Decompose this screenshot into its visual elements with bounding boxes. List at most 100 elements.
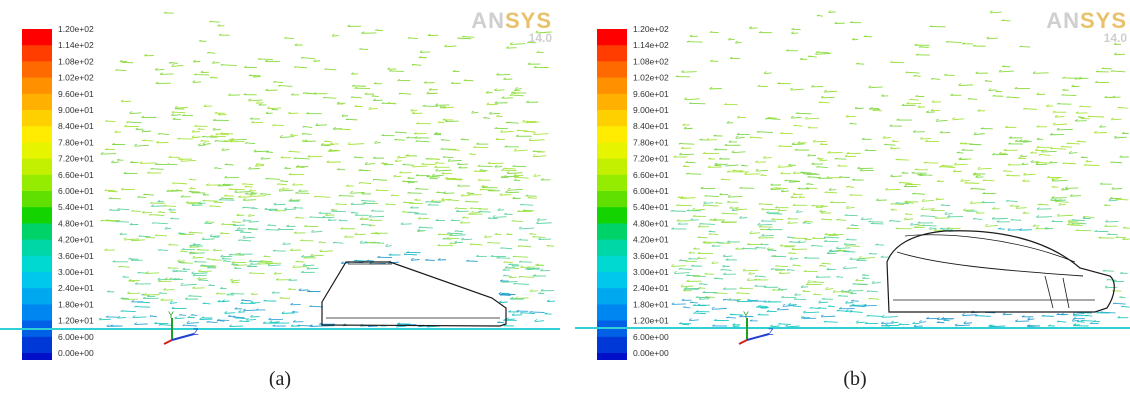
velocity-vector-head [726,316,730,319]
velocity-vector-head [1003,148,1007,151]
velocity-vector [859,257,876,259]
velocity-vector-head [898,181,902,184]
velocity-vector-head [191,203,195,206]
velocity-vector-head [1022,139,1026,142]
velocity-vector-head [821,297,825,300]
velocity-vector-head [984,79,988,82]
velocity-vector-head [843,266,846,269]
velocity-vector-head [758,305,761,307]
velocity-vector-head [975,71,979,74]
velocity-vector-head [516,309,520,312]
velocity-vector-head [707,165,711,168]
colorbar-swatch [597,304,627,322]
velocity-vector-head [1069,194,1073,197]
velocity-vector [910,223,918,226]
velocity-vector-head [732,169,736,172]
velocity-vector [1104,286,1118,289]
velocity-vector [704,195,720,197]
velocity-vector-head [692,207,696,210]
velocity-vector-head [137,196,141,199]
velocity-vector-head [131,210,135,212]
velocity-vector-head [838,175,842,178]
velocity-vector-head [139,161,143,164]
velocity-vector [735,41,742,44]
velocity-vector-head [729,56,733,59]
velocity-vector-head [202,302,206,305]
velocity-vector-head [809,306,813,309]
axis-y-label: Y [168,310,174,320]
velocity-vector [369,215,384,218]
velocity-vector-head [920,136,924,139]
velocity-vector [152,222,168,225]
velocity-vector-head [1051,220,1055,222]
velocity-vector [792,143,805,145]
velocity-vector-head [1019,139,1023,142]
velocity-vector-head [787,163,791,166]
velocity-vector-head [988,324,992,327]
velocity-vector-head [882,135,886,138]
velocity-vector-head [816,165,820,168]
velocity-vector-head [782,303,786,306]
velocity-vector-head [802,221,806,224]
velocity-vector-head [820,211,824,214]
velocity-vector-head [452,69,456,72]
velocity-vector-head [419,50,423,53]
velocity-vector-head [192,255,196,258]
velocity-vector-head [527,62,531,65]
velocity-vector [1061,94,1077,97]
velocity-vector-head [120,99,124,102]
velocity-vector-head [913,225,917,228]
velocity-vector-head [505,190,509,193]
velocity-vector-head [305,112,309,115]
velocity-vector-head [440,138,444,141]
velocity-vector [970,202,983,204]
velocity-vector-head [145,236,149,239]
velocity-vector [843,251,856,253]
velocity-vector-head [791,27,795,30]
velocity-vector [465,201,479,203]
velocity-vector-head [509,275,512,278]
velocity-vector-head [855,278,859,281]
velocity-vector [843,267,858,270]
velocity-vector [150,168,164,170]
velocity-vector-head [159,323,162,326]
velocity-vector-head [770,183,774,186]
velocity-vector-head [807,175,811,178]
velocity-vector-head [319,322,322,325]
velocity-vector-head [1057,320,1060,323]
velocity-vector-head [1068,151,1072,153]
velocity-vector-head [181,261,185,264]
velocity-vector-head [1014,139,1018,142]
velocity-vector-head [849,122,853,125]
velocity-vector-head [107,290,110,293]
velocity-vector-head [803,220,807,223]
velocity-vector [180,283,197,286]
velocity-vector-head [876,198,880,201]
velocity-vector-head [325,213,329,216]
velocity-vector-head [496,256,500,259]
velocity-vector-head [500,175,504,178]
velocity-vector-head [1049,161,1053,163]
velocity-vector-head [189,244,193,247]
velocity-vector-head [503,175,507,178]
velocity-vector-head [713,277,717,280]
velocity-vector [741,247,758,250]
velocity-vector-head [402,180,406,183]
velocity-vector [514,149,528,152]
velocity-vector [248,214,255,217]
velocity-vector-head [477,164,481,167]
velocity-vector-head [406,154,410,157]
velocity-vector-head [238,252,241,255]
velocity-vector [1023,108,1038,110]
velocity-vector-head [1073,317,1077,320]
velocity-vector-head [336,101,340,104]
velocity-vector [952,118,965,121]
velocity-vector-head [182,114,185,117]
velocity-vector-head [255,164,258,166]
velocity-vector-head [501,279,505,282]
velocity-vector-head [954,162,957,165]
velocity-vector-head [347,24,351,27]
velocity-vector-head [1035,148,1039,151]
velocity-vector [242,220,250,222]
velocity-vector [420,51,431,53]
